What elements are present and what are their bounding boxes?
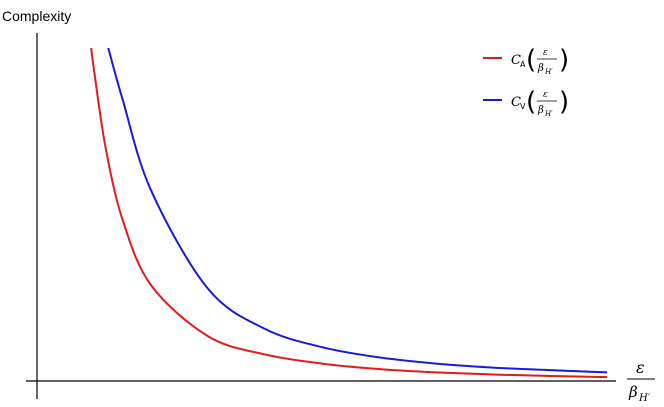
legend-v-close-paren: ) [559, 87, 569, 117]
legend: C A ( ε β H′ ) C V ( ε β H′ ) [483, 45, 569, 118]
legend-a-close-paren: ) [559, 45, 569, 75]
x-label-denominator-symbol: β [628, 383, 638, 401]
legend-v-subscript: V [520, 102, 526, 111]
legend-v-arg-denominator-subscript: H′ [544, 110, 553, 118]
series-line-v [107, 47, 608, 374]
legend-a-open-paren: ( [526, 45, 536, 75]
legend-a-arg-denominator-symbol: β [537, 63, 544, 74]
legend-a-subscript: A [520, 60, 526, 69]
legend-v-arg-numerator: ε [543, 90, 548, 100]
legend-item-a: C A ( ε β H′ ) [483, 45, 569, 76]
legend-v-symbol: C [511, 95, 521, 110]
series-group [90, 47, 608, 379]
x-axis-label: ε β H′ [627, 358, 655, 404]
legend-a-arg-denominator-subscript: H′ [544, 68, 553, 76]
series-line-a [90, 47, 608, 379]
x-label-denominator-subscript: H′ [638, 393, 651, 404]
legend-a-arg-numerator: ε [543, 48, 548, 58]
x-label-numerator: ε [636, 358, 645, 377]
legend-v-open-paren: ( [526, 87, 536, 117]
legend-a-symbol: C [511, 53, 521, 68]
legend-item-v: C V ( ε β H′ ) [483, 87, 569, 118]
y-axis-label: Complexity [2, 8, 71, 24]
legend-v-arg-denominator-symbol: β [537, 105, 544, 116]
